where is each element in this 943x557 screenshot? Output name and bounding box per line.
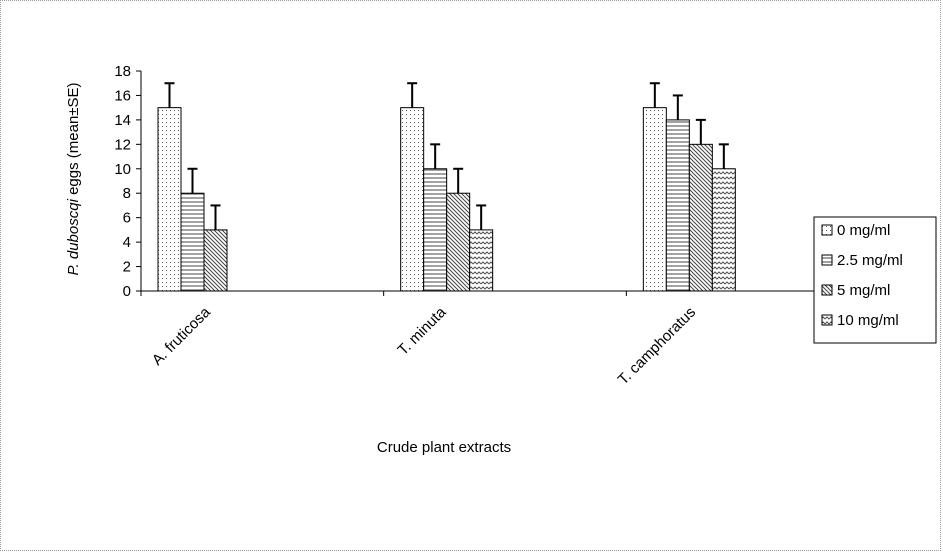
legend-item: 2.5 mg/ml bbox=[821, 252, 903, 269]
bars-layer bbox=[157, 107, 736, 292]
y-tick-label: 18 bbox=[114, 63, 131, 80]
bar bbox=[469, 229, 494, 292]
bar bbox=[642, 107, 667, 292]
error-bars-layer bbox=[164, 82, 729, 230]
legend-label: 10 mg/ml bbox=[837, 312, 899, 329]
x-tick-label: T. minuta bbox=[394, 303, 450, 359]
y-tick-label: 14 bbox=[114, 112, 131, 129]
bar bbox=[688, 143, 713, 292]
error-bar bbox=[187, 167, 198, 194]
error-bar bbox=[210, 204, 221, 230]
bar bbox=[400, 107, 425, 292]
legend-item: 10 mg/ml bbox=[821, 312, 899, 329]
legend: 0 mg/ml 2.5 mg/ml 5 mg/ml 10 mg/ml bbox=[813, 216, 937, 344]
legend-label: 5 mg/ml bbox=[837, 282, 890, 299]
error-bar bbox=[407, 82, 418, 108]
y-tick-label: 10 bbox=[114, 161, 131, 178]
error-bar bbox=[718, 143, 729, 169]
y-axis-label-italic: P. duboscqi bbox=[65, 198, 82, 275]
x-axis-label: Crude plant extracts bbox=[377, 439, 511, 456]
y-tick-label: 4 bbox=[123, 234, 131, 251]
axes bbox=[136, 70, 870, 296]
error-bar bbox=[672, 94, 683, 120]
y-tick-label: 0 bbox=[123, 283, 131, 300]
error-bar bbox=[476, 204, 487, 230]
bar bbox=[203, 229, 228, 292]
y-tick-label: 2 bbox=[123, 259, 131, 276]
y-tick-label: 8 bbox=[123, 185, 131, 202]
error-bar bbox=[649, 82, 660, 108]
error-bar bbox=[164, 82, 175, 108]
error-bar bbox=[453, 167, 464, 194]
error-bar bbox=[695, 118, 706, 145]
y-axis-label: P. duboscqi eggs (mean±SE) bbox=[65, 82, 82, 275]
bar bbox=[157, 107, 182, 292]
legend-item: 0 mg/ml bbox=[821, 222, 890, 239]
legend-swatch bbox=[821, 284, 833, 296]
legend-box bbox=[813, 216, 937, 344]
legend-swatch bbox=[821, 224, 833, 236]
legend-item: 5 mg/ml bbox=[821, 282, 890, 299]
bar bbox=[711, 168, 736, 292]
y-tick-label: 6 bbox=[123, 210, 131, 227]
bar bbox=[446, 192, 471, 292]
legend-swatch bbox=[821, 254, 833, 266]
bar bbox=[665, 119, 690, 292]
legend-label: 0 mg/ml bbox=[837, 222, 890, 239]
legend-swatch bbox=[821, 314, 833, 326]
y-axis-label-rest: eggs (mean±SE) bbox=[65, 82, 82, 199]
bar bbox=[423, 168, 448, 292]
y-tick-label: 16 bbox=[114, 87, 131, 104]
x-tick-label: T. camphoratus bbox=[615, 304, 700, 389]
error-bar bbox=[430, 143, 441, 169]
x-tick-label: A. fruticosa bbox=[149, 303, 215, 369]
y-tick-label: 12 bbox=[114, 136, 131, 153]
legend-label: 2.5 mg/ml bbox=[837, 252, 903, 269]
bar bbox=[180, 192, 205, 292]
